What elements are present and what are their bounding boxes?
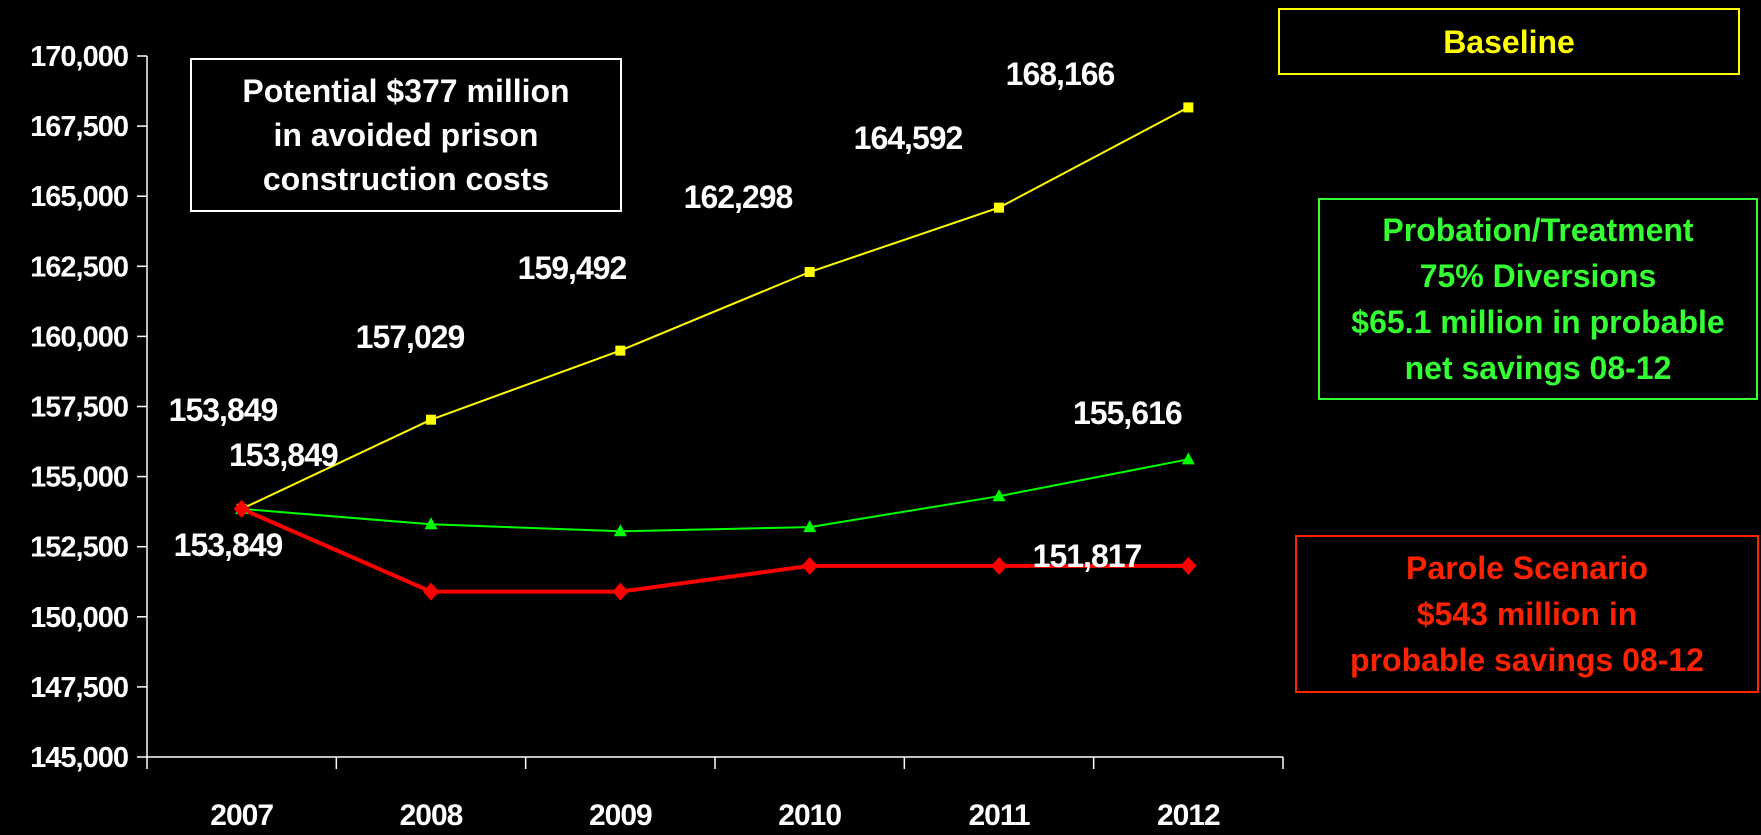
y-tick-label: 167,500 <box>30 111 128 143</box>
baseline-data-label: 164,592 <box>854 120 963 156</box>
baseline-data-label: 153,849 <box>169 392 278 428</box>
baseline-marker <box>426 414 436 425</box>
baseline-data-label: 168,166 <box>1006 56 1115 92</box>
x-tick-label: 2010 <box>778 799 841 832</box>
parole-marker <box>423 582 439 601</box>
series-markers <box>233 102 1197 601</box>
parole-marker <box>991 556 1007 575</box>
probation-marker <box>613 524 627 537</box>
data-labels: 153,849 157,029 159,492 162,298 164,592 168,1… <box>169 56 1183 574</box>
baseline-data-label: 159,492 <box>518 250 627 286</box>
series-line-probation-treatment <box>241 458 1189 533</box>
x-tick-label: 2007 <box>210 799 273 832</box>
probation-data-label: 155,616 <box>1073 395 1182 431</box>
x-axis-ticks: 2007 2008 2009 2010 2011 2012 <box>146 757 1284 832</box>
baseline-legend-box: Baseline <box>1278 8 1740 75</box>
x-tick-label: 2009 <box>589 799 652 832</box>
y-tick-label: 157,500 <box>30 392 128 424</box>
baseline-data-label: 162,298 <box>684 179 793 215</box>
y-tick-label: 162,500 <box>30 251 128 283</box>
avoided-costs-note: Potential $377 million in avoided prison… <box>190 58 622 212</box>
series-line-baseline <box>241 106 1189 510</box>
probation-marker <box>803 520 817 533</box>
series-line-parole-scenario <box>240 507 1189 594</box>
y-tick-label: 170,000 <box>30 41 128 73</box>
baseline-marker <box>994 202 1004 213</box>
probation-marker <box>424 517 438 530</box>
y-axis-ticks: 170,000 167,500 165,000 162,500 160,000 157,5… <box>30 41 147 774</box>
probation-legend-box: Probation/Treatment 75% Diversions $65.1… <box>1318 198 1758 400</box>
parole-legend-box: Parole Scenario $543 million in probable… <box>1295 535 1759 693</box>
parole-data-label: 151,817 <box>1033 538 1142 574</box>
parole-marker <box>612 582 629 601</box>
x-tick-label: 2012 <box>1157 799 1220 832</box>
y-tick-label: 150,000 <box>30 602 128 634</box>
x-tick-label: 2008 <box>400 799 463 832</box>
baseline-marker <box>804 266 815 277</box>
baseline-marker <box>615 345 626 356</box>
parole-marker <box>233 499 250 518</box>
probation-marker <box>992 489 1006 502</box>
x-tick-label: 2011 <box>968 799 1029 832</box>
baseline-data-label: 157,029 <box>356 319 465 355</box>
probation-data-label: 153,849 <box>229 437 338 473</box>
baseline-marker <box>1183 102 1194 113</box>
y-tick-label: 145,000 <box>30 742 128 774</box>
series-lines <box>240 106 1189 594</box>
parole-marker <box>801 556 818 575</box>
y-tick-label: 152,500 <box>30 532 128 564</box>
y-tick-label: 155,000 <box>30 462 128 494</box>
y-tick-label: 160,000 <box>30 321 128 353</box>
parole-marker <box>1180 556 1197 575</box>
parole-data-label: 153,849 <box>174 527 283 563</box>
y-tick-label: 147,500 <box>30 672 128 704</box>
probation-marker <box>1181 452 1195 465</box>
y-tick-label: 165,000 <box>30 181 128 213</box>
